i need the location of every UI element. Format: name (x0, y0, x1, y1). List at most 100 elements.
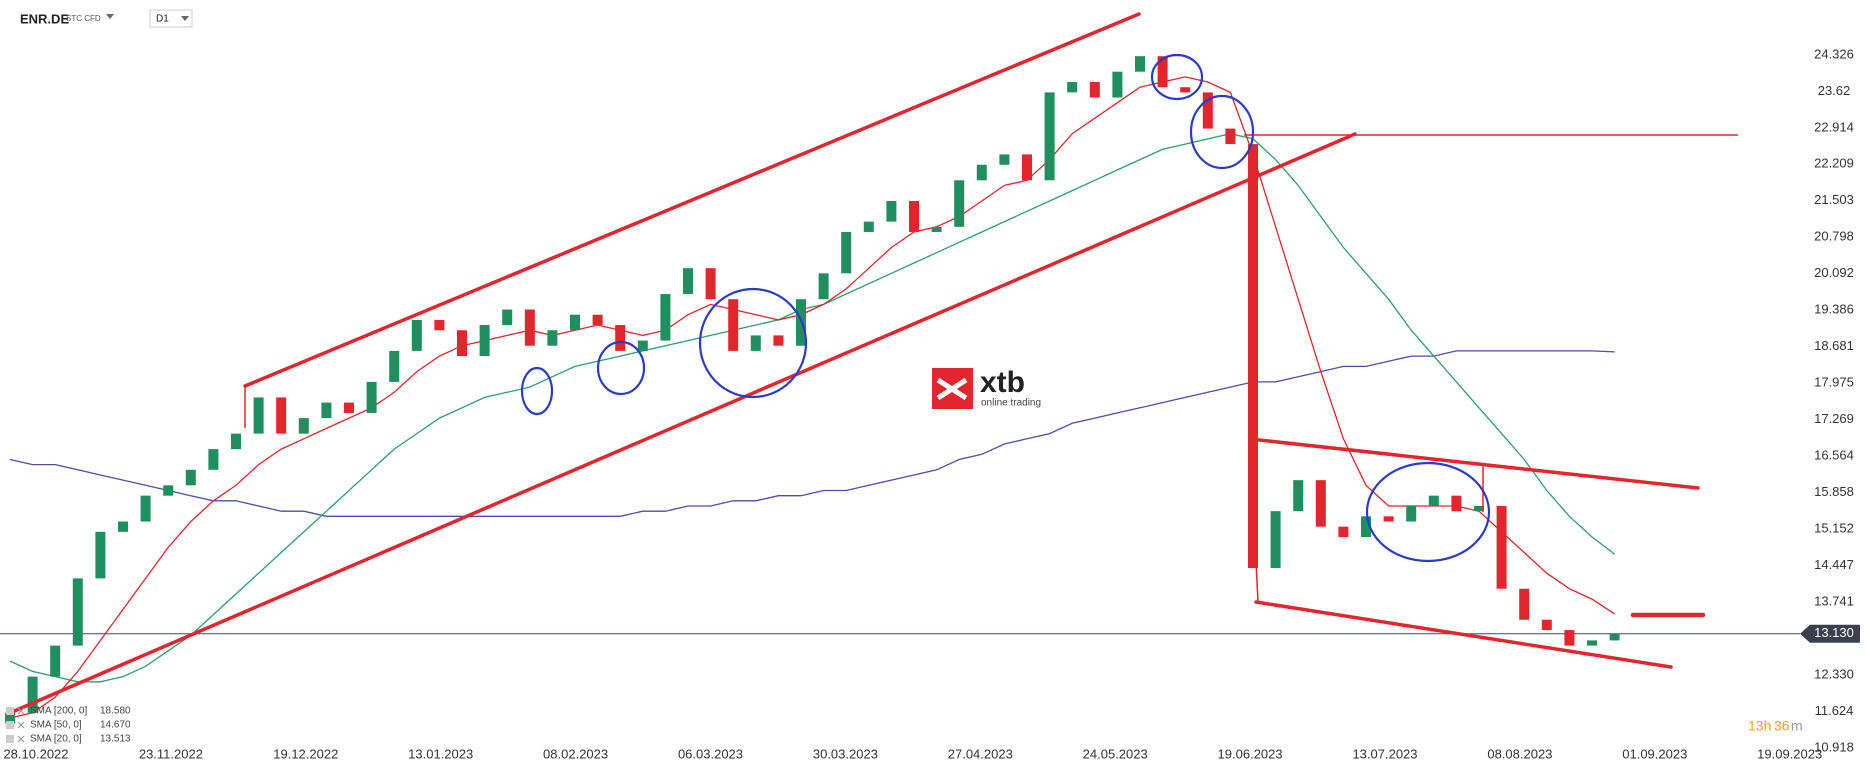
x-tick-label: 08.02.2023 (543, 746, 608, 761)
y-tick-label: 11.624 (1815, 703, 1854, 718)
x-tick-label: 01.09.2023 (1622, 746, 1687, 761)
current-price-label: 13.130 (1814, 625, 1854, 640)
legend-name: SMA [200, 0] (30, 706, 87, 717)
candle-body (1587, 640, 1597, 646)
highlight-circle (1150, 53, 1204, 101)
timeframe[interactable]: D1 (156, 14, 169, 25)
candle-body (1428, 495, 1439, 506)
candle-body (185, 469, 196, 486)
dropdown-arrow[interactable] (181, 16, 189, 21)
y-tick-label: 13.741 (1814, 594, 1854, 609)
candle-body (886, 200, 897, 222)
candle-body (1112, 71, 1123, 98)
sma-line (9, 350, 1615, 517)
candle-body (637, 340, 648, 351)
logo-tagline: online trading (981, 398, 1041, 409)
candle-body (1496, 506, 1507, 589)
candle-body (773, 335, 784, 346)
candle-body (615, 325, 626, 351)
legend-toggle (17, 707, 25, 715)
legend-icon (6, 721, 14, 729)
candle-body (1338, 526, 1349, 538)
legend-toggle (17, 721, 25, 729)
x-tick-label: 13.07.2023 (1352, 746, 1417, 761)
legend-toggle (17, 735, 25, 743)
y-tick-label: 22.914 (1814, 119, 1854, 134)
symbol[interactable]: ENR.DE (20, 11, 69, 26)
candle-body (1609, 633, 1620, 641)
legend-value: 14.670 (100, 720, 131, 731)
x-tick-label: 19.06.2023 (1218, 746, 1283, 761)
trend-line (10, 132, 1357, 714)
candle-body (999, 154, 1010, 165)
trend-line (243, 12, 1141, 388)
candle-body (1248, 144, 1258, 569)
y-tick-label: 12.330 (1814, 667, 1854, 682)
y-tick-label: 20.092 (1814, 265, 1854, 280)
candle-body (1474, 506, 1484, 512)
candle-body (50, 645, 61, 677)
candle-body (1022, 154, 1032, 181)
candle-body (592, 314, 603, 326)
highlight-circle (520, 366, 554, 416)
y-tick-label: 17.975 (1814, 375, 1854, 390)
timeframe-box[interactable] (149, 9, 193, 28)
candle-body (909, 200, 919, 232)
x-tick-label: 19.12.2022 (273, 746, 338, 761)
legend-value: 13.513 (100, 734, 131, 745)
candle-body (547, 330, 558, 346)
y-tick-label: 10.918 (1814, 740, 1854, 755)
candle-body (1202, 92, 1213, 129)
candle-body (208, 449, 219, 470)
x-tick-label: 23.11.2022 (139, 746, 203, 761)
candles (5, 56, 1620, 724)
candle-body (118, 521, 128, 532)
y-tick-label: 24.326 (1814, 46, 1854, 61)
candle-body (841, 231, 852, 274)
indicators (9, 76, 1615, 719)
instrument-type: STC CFD (66, 14, 101, 23)
candle-body (502, 309, 513, 326)
logo: xtb online trading (932, 366, 1041, 409)
top-bar: ENR.DE STC CFD D1 (20, 9, 193, 28)
candle-body (1089, 82, 1100, 98)
candle-body (1044, 92, 1055, 181)
legend-icon (6, 707, 14, 715)
y-tick-label: 23.62 (1818, 83, 1851, 98)
legend-name: SMA [50, 0] (30, 720, 82, 731)
candle-body (27, 676, 38, 713)
candle-body (276, 397, 287, 434)
candle-body (1383, 516, 1394, 522)
highlight-circle (596, 340, 646, 396)
y-tick-label: 22.209 (1814, 156, 1854, 171)
x-tick-label: 13.01.2023 (408, 746, 473, 761)
trend-line (1248, 437, 1700, 490)
dropdown-arrow[interactable] (106, 14, 114, 19)
candle-body (1135, 56, 1145, 72)
candle-body (570, 314, 580, 331)
y-tick-label: 17.269 (1814, 411, 1854, 426)
candle-body (163, 485, 174, 496)
candle-body (1564, 630, 1575, 646)
candle-body (1541, 619, 1552, 631)
axes: 24.326 23.62 22.914 22.209 21.503 20.798 20.09… (0, 46, 1860, 761)
candle-body (524, 309, 535, 346)
annotations (10, 12, 1738, 714)
candle-body (1451, 495, 1462, 512)
candle-body (796, 299, 806, 346)
y-tick-label: 20.798 (1814, 229, 1854, 244)
trend-line (1254, 600, 1673, 669)
candle-body (411, 319, 422, 351)
candle-body (1157, 56, 1168, 88)
x-tick-label: 08.08.2023 (1487, 746, 1552, 761)
candle-body (728, 299, 739, 351)
candle-body (344, 402, 354, 413)
candle-body (976, 164, 987, 181)
logo-x (936, 377, 968, 401)
legend-value: 18.580 (100, 706, 131, 717)
candle-body (1361, 516, 1371, 538)
candle-body (253, 397, 264, 434)
candle-body (931, 226, 942, 232)
trend-line (1249, 438, 1259, 603)
